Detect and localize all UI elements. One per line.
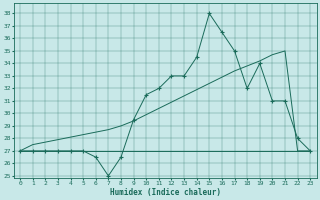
- X-axis label: Humidex (Indice chaleur): Humidex (Indice chaleur): [110, 188, 220, 197]
